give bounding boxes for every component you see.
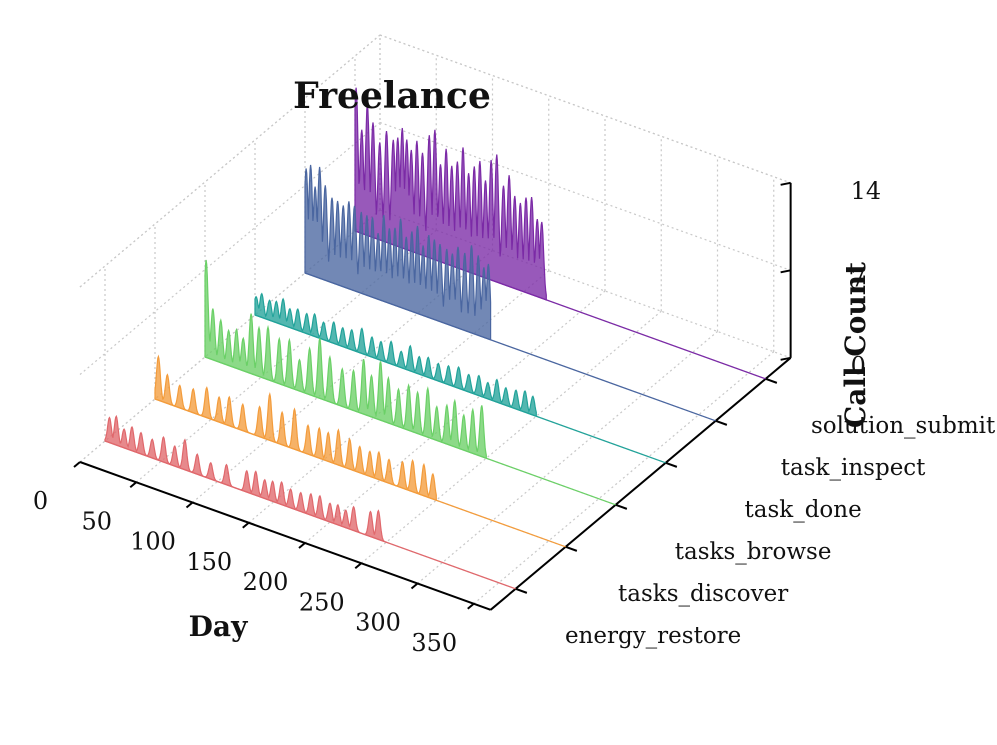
series-area-tasks_discover bbox=[154, 354, 437, 502]
z-tick-label: 14 bbox=[851, 177, 882, 205]
z-tick-mark bbox=[780, 269, 791, 274]
series-baseline-tasks_browse bbox=[204, 356, 616, 506]
series-baseline-task_inspect bbox=[304, 272, 716, 422]
y-axis-line bbox=[489, 357, 792, 611]
x-tick-mark bbox=[242, 521, 250, 529]
y-tick-mark bbox=[715, 419, 728, 426]
series-area-tasks_browse bbox=[204, 259, 487, 460]
x-tick-mark bbox=[354, 562, 362, 570]
chart-series bbox=[104, 87, 766, 590]
x-tick-mark bbox=[467, 602, 475, 610]
y-tick-label: tasks_discover bbox=[618, 581, 788, 607]
series-area-energy_restore bbox=[104, 414, 387, 544]
z-axis-title: Call Count bbox=[839, 262, 872, 428]
chart-title: Freelance bbox=[293, 75, 491, 117]
x-tick-label: 0 bbox=[33, 487, 48, 515]
y-tick-mark bbox=[515, 587, 528, 594]
grid-line-floor-x bbox=[473, 351, 775, 605]
series-area-task_inspect bbox=[304, 164, 492, 341]
x-tick-label: 100 bbox=[130, 528, 176, 556]
y-tick-label: task_done bbox=[745, 497, 862, 523]
series-area-task_done bbox=[254, 292, 537, 418]
z-tick-label: 0 bbox=[851, 352, 866, 380]
x-tick-mark bbox=[410, 582, 419, 590]
z-tick-label: 7 bbox=[851, 264, 866, 292]
y-tick-label: task_inspect bbox=[781, 455, 926, 481]
x-tick-mark bbox=[129, 481, 137, 489]
series-baseline-task_done bbox=[254, 314, 666, 464]
y-tick-label: tasks_browse bbox=[675, 539, 832, 565]
x-tick-label: 150 bbox=[186, 548, 232, 576]
z-tick-mark bbox=[780, 181, 791, 186]
x-tick-mark bbox=[298, 542, 306, 549]
x-axis-line bbox=[79, 461, 491, 611]
y-tick-mark bbox=[765, 377, 778, 384]
grid-line-left-z bbox=[79, 122, 381, 375]
x-tick-mark bbox=[185, 501, 194, 509]
grid-line-floor-x bbox=[417, 331, 718, 584]
x-tick-label: 300 bbox=[355, 609, 401, 637]
x-tick-mark bbox=[73, 461, 81, 468]
z-tick-mark bbox=[780, 356, 791, 361]
pane-edge bbox=[79, 34, 381, 288]
series-baseline-tasks_discover bbox=[154, 398, 566, 548]
x-tick-label: 250 bbox=[299, 588, 345, 616]
x-tick-label: 350 bbox=[411, 629, 457, 657]
x-axis-title: Day bbox=[189, 610, 248, 643]
x-tick-label: 50 bbox=[81, 507, 112, 535]
chart-axes bbox=[73, 181, 792, 611]
series-baseline-energy_restore bbox=[104, 440, 516, 590]
grid-line-floor-x bbox=[360, 310, 662, 564]
chart-labels: 0 50 100 150 200 250 300 350 energy_restore tasks… bbox=[33, 177, 996, 657]
y-tick-mark bbox=[565, 545, 578, 552]
y-tick-label: solution_submit bbox=[811, 413, 996, 439]
y-tick-mark bbox=[665, 461, 678, 468]
y-tick-mark bbox=[615, 503, 628, 510]
x-tick-label: 200 bbox=[243, 568, 289, 596]
y-tick-label: energy_restore bbox=[565, 623, 741, 649]
